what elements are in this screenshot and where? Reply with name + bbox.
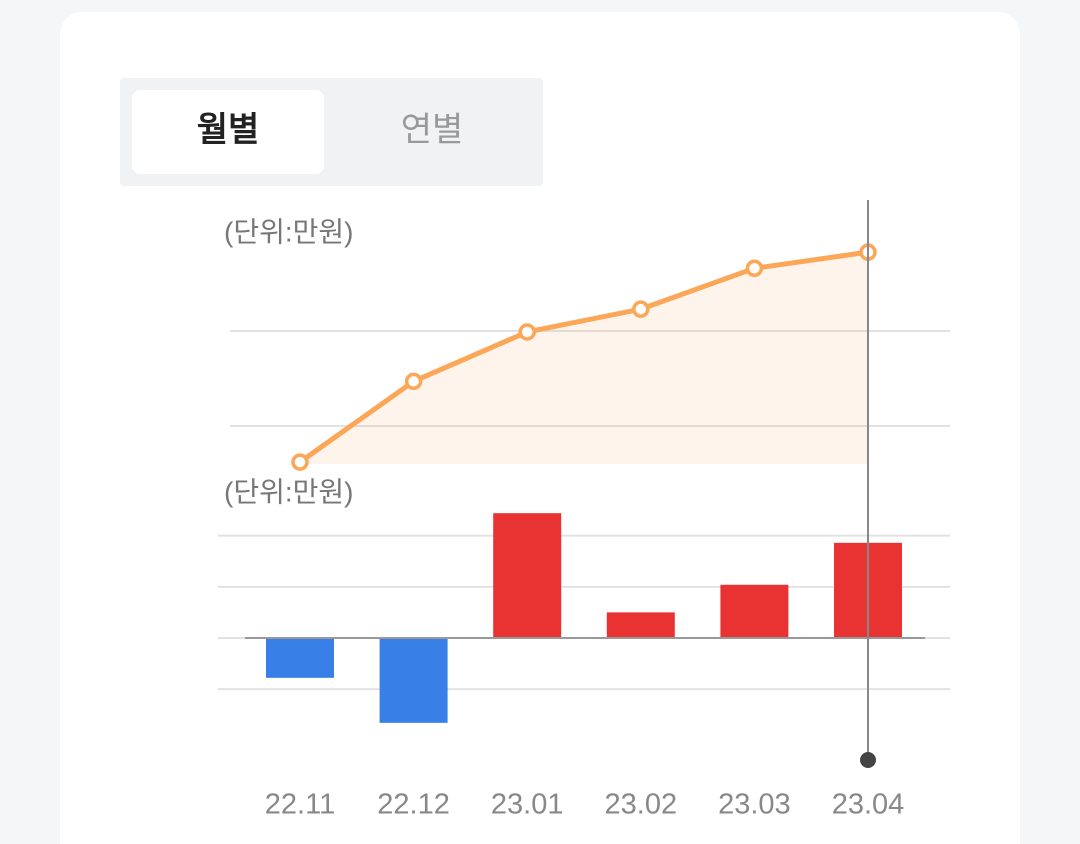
bar [493, 513, 562, 638]
cursor-handle[interactable] [860, 752, 876, 768]
point [291, 453, 309, 471]
x-tick-label: 23.02 [605, 789, 678, 821]
unit-label: (단위:만원) [224, 476, 353, 507]
tab-selected-bg [132, 90, 324, 174]
point [745, 259, 764, 278]
area [300, 252, 868, 464]
x-tick-label: 22.11 [265, 789, 335, 821]
x-tick-label: 23.04 [832, 789, 905, 821]
bar [606, 612, 675, 638]
line [298, 249, 869, 465]
x-tick-label: 23.01 [491, 789, 564, 821]
point [518, 323, 536, 341]
tab[interactable]: 연별 [401, 111, 464, 149]
bar [720, 584, 789, 638]
tab[interactable]: 월별 [197, 111, 260, 149]
point [632, 300, 650, 318]
bar [379, 637, 448, 723]
point [404, 372, 423, 391]
bar [266, 637, 334, 678]
x-tick-label: 23.03 [718, 789, 791, 821]
unit-label: (단위:만원) [224, 216, 353, 247]
x-tick-label: 22.12 [377, 789, 450, 821]
